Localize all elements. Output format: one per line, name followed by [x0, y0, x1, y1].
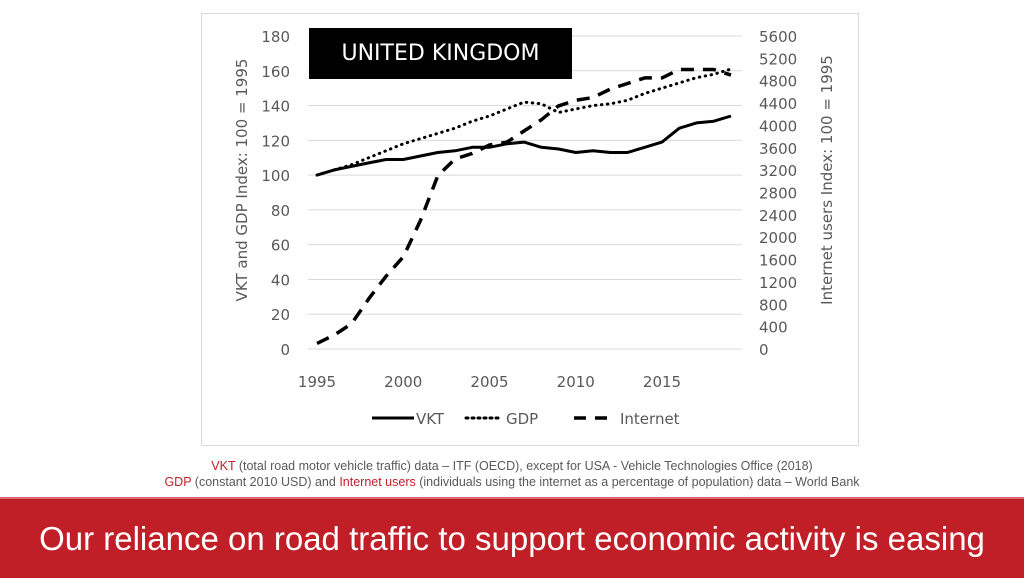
left-tick-label: 120	[261, 132, 290, 150]
left-y-axis-ticks: 0 20 40 60 80 100 120 140 160 180	[261, 28, 290, 359]
right-tick-label: 2400	[759, 207, 797, 225]
legend-label-gdp: GDP	[506, 410, 538, 428]
note-gdp-highlight: GDP	[164, 475, 192, 489]
right-tick-label: 4000	[759, 117, 797, 135]
left-tick-label: 100	[261, 167, 290, 185]
x-axis-ticks: 1995 2000 2005 2010 2015	[298, 373, 681, 391]
right-tick-label: 2000	[759, 229, 797, 247]
x-tick-label: 2000	[384, 373, 422, 391]
right-tick-label: 1600	[759, 252, 797, 270]
series-line-gdp	[315, 67, 733, 177]
right-tick-label: 4400	[759, 95, 797, 113]
left-tick-label: 20	[271, 306, 290, 324]
left-axis-title: VKT and GDP Index: 100 = 1995	[233, 59, 251, 302]
note-gdp-text: (constant 2010 USD) and	[191, 475, 340, 489]
right-tick-label: 3600	[759, 140, 797, 158]
note-vkt-text: (total road motor vehicle traffic) data …	[235, 459, 813, 473]
left-tick-label: 60	[271, 237, 290, 255]
left-tick-label: 0	[280, 341, 290, 359]
right-tick-label: 4800	[759, 73, 797, 91]
right-tick-label: 3200	[759, 162, 797, 180]
x-tick-label: 2010	[557, 373, 595, 391]
right-tick-label: 2800	[759, 185, 797, 203]
right-axis-title: Internet users Index: 100 = 1995	[818, 55, 836, 305]
right-tick-label: 5600	[759, 28, 797, 46]
left-tick-label: 40	[271, 271, 290, 289]
series-lines	[315, 67, 733, 345]
headline-text: Our reliance on road traffic to support …	[39, 520, 985, 557]
right-tick-label: 0	[759, 341, 769, 359]
legend-label-vkt: VKT	[416, 410, 445, 428]
series-line-vkt	[316, 114, 732, 177]
right-y-axis-ticks: 0 400 800 1200 1600 2000 2400 2800 3200 3600 4000 4…	[759, 28, 797, 359]
right-tick-label: 1200	[759, 274, 797, 292]
left-tick-label: 80	[271, 202, 290, 220]
note-internet-highlight: Internet users	[339, 475, 416, 489]
source-notes: VKT (total road motor vehicle traffic) d…	[0, 458, 1024, 490]
left-tick-label: 160	[261, 63, 290, 81]
x-tick-label: 2015	[643, 373, 681, 391]
note-internet-text: (individuals using the internet as a per…	[415, 475, 860, 489]
right-tick-label: 800	[759, 296, 788, 314]
legend: VKT GDP Internet	[372, 410, 680, 428]
legend-label-internet: Internet	[620, 410, 680, 428]
x-tick-label: 2005	[470, 373, 508, 391]
source-note-line-2: GDP (constant 2010 USD) and Internet use…	[0, 474, 1024, 490]
x-tick-label: 1995	[298, 373, 336, 391]
series-line-internet	[316, 67, 732, 345]
right-tick-label: 400	[759, 319, 788, 337]
right-tick-label: 5200	[759, 50, 797, 68]
left-tick-label: 140	[261, 98, 290, 116]
left-tick-label: 180	[261, 28, 290, 46]
note-vkt-highlight: VKT	[211, 459, 236, 473]
source-note-line-1: VKT (total road motor vehicle traffic) d…	[0, 458, 1024, 474]
country-title-badge: UNITED KINGDOM	[309, 28, 572, 79]
headline-banner: Our reliance on road traffic to support …	[0, 497, 1024, 578]
